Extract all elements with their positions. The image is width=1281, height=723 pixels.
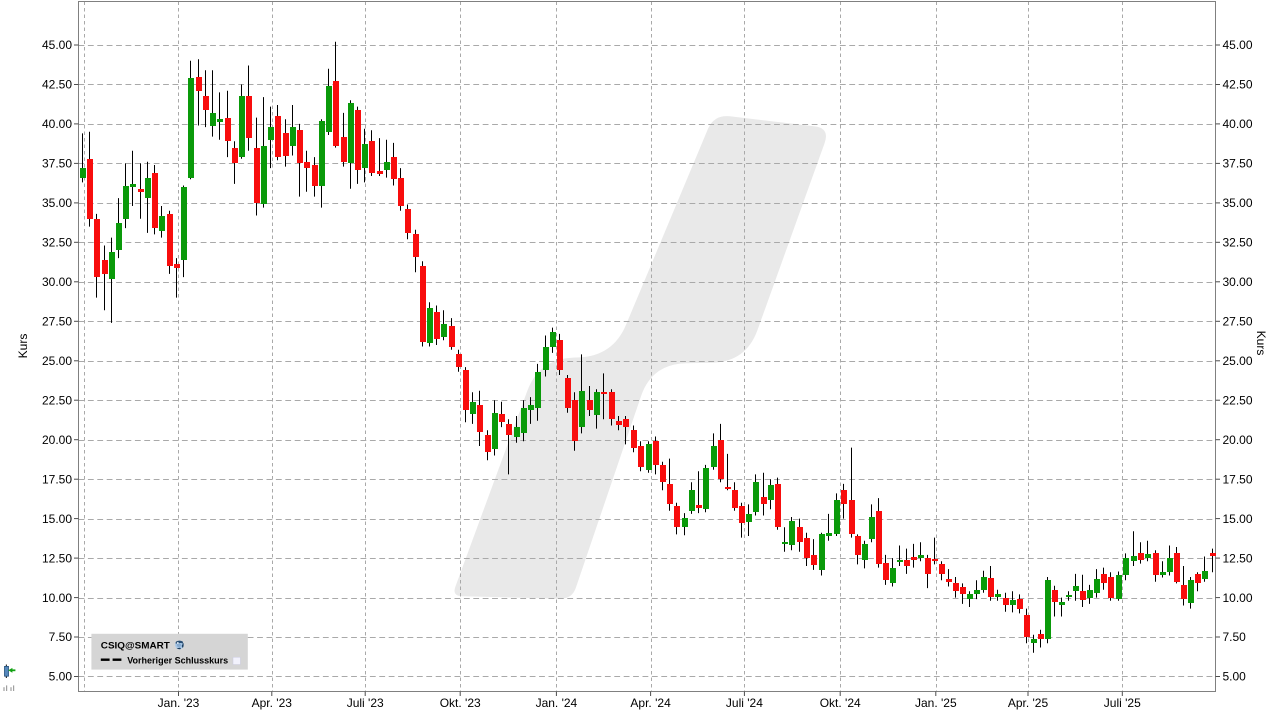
svg-text:27.50: 27.50 (1223, 315, 1253, 329)
svg-text:42.50: 42.50 (42, 78, 72, 92)
svg-text:Juli '23: Juli '23 (347, 696, 384, 710)
svg-text:Apr. '23: Apr. '23 (252, 696, 293, 710)
svg-text:35.00: 35.00 (1223, 196, 1253, 210)
svg-text:Juli '25: Juli '25 (1104, 696, 1141, 710)
svg-text:10.00: 10.00 (1223, 591, 1253, 605)
svg-text:Jan. '23: Jan. '23 (158, 696, 200, 710)
svg-text:CSIQ@SMART: CSIQ@SMART (101, 641, 170, 652)
svg-text:17.50: 17.50 (42, 472, 72, 486)
svg-text:42.50: 42.50 (1223, 78, 1253, 92)
svg-text:12.50: 12.50 (42, 551, 72, 565)
svg-text:32.50: 32.50 (1223, 236, 1253, 250)
svg-text:15.00: 15.00 (1223, 512, 1253, 526)
svg-text:Vorheriger Schlusskurs: Vorheriger Schlusskurs (127, 656, 228, 667)
svg-text:25.00: 25.00 (42, 354, 72, 368)
svg-text:30.00: 30.00 (1223, 275, 1253, 289)
svg-text:5.00: 5.00 (49, 670, 73, 684)
svg-text:20.00: 20.00 (42, 433, 72, 447)
svg-text:10.00: 10.00 (42, 591, 72, 605)
svg-text:Okt. '23: Okt. '23 (440, 696, 481, 710)
svg-text:Kurs: Kurs (16, 334, 30, 359)
svg-text:37.50: 37.50 (1223, 157, 1253, 171)
svg-text:Okt. '24: Okt. '24 (820, 696, 861, 710)
svg-text:40.00: 40.00 (1223, 117, 1253, 131)
svg-text:22.50: 22.50 (42, 393, 72, 407)
svg-text:7.50: 7.50 (1223, 630, 1247, 644)
svg-text:45.00: 45.00 (42, 38, 72, 52)
svg-text:Kurs: Kurs (1254, 331, 1268, 356)
svg-text:7.50: 7.50 (49, 630, 73, 644)
svg-text:15.00: 15.00 (42, 512, 72, 526)
svg-text:25.00: 25.00 (1223, 354, 1253, 368)
svg-text:Jan. '25: Jan. '25 (915, 696, 957, 710)
svg-text:35.00: 35.00 (42, 196, 72, 210)
svg-text:Apr. '24: Apr. '24 (630, 696, 671, 710)
svg-text:Apr. '25: Apr. '25 (1008, 696, 1049, 710)
svg-text:Juli '24: Juli '24 (726, 696, 763, 710)
svg-text:45.00: 45.00 (1223, 38, 1253, 52)
svg-text:22.50: 22.50 (1223, 393, 1253, 407)
svg-text:12.50: 12.50 (1223, 551, 1253, 565)
svg-text:Jan. '24: Jan. '24 (536, 696, 578, 710)
svg-text:37.50: 37.50 (42, 157, 72, 171)
svg-text:32.50: 32.50 (42, 236, 72, 250)
svg-text:30.00: 30.00 (42, 275, 72, 289)
svg-text:20.00: 20.00 (1223, 433, 1253, 447)
svg-text:5.00: 5.00 (1223, 670, 1247, 684)
svg-text:17.50: 17.50 (1223, 472, 1253, 486)
svg-text:40.00: 40.00 (42, 117, 72, 131)
svg-text:27.50: 27.50 (42, 315, 72, 329)
